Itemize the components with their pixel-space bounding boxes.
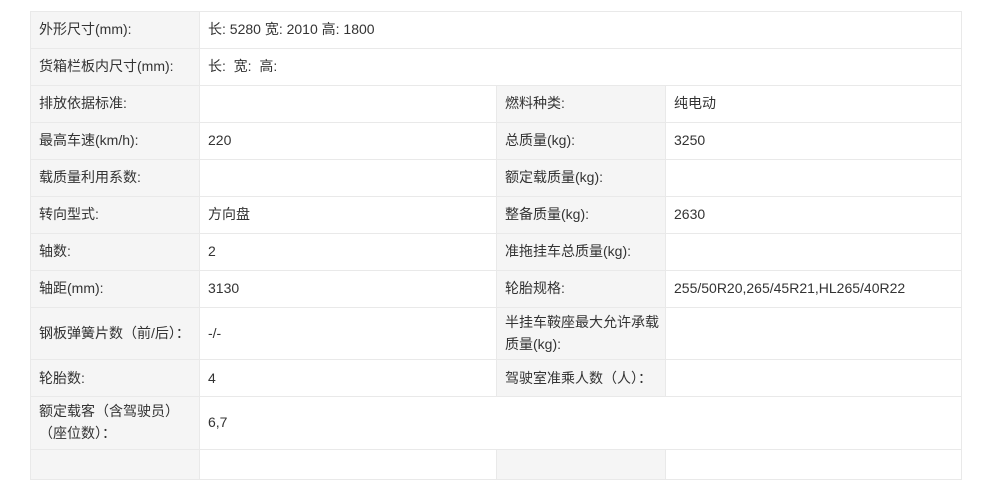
spec-label-cell: 排放依据标准: xyxy=(30,85,200,123)
spec-label-cell: 整备质量(kg): xyxy=(496,196,666,234)
spec-row-steering-curb-mass: 转向型式: 方向盘 整备质量(kg): 2630 xyxy=(30,196,963,234)
spec-value-cell: 3250 xyxy=(664,122,963,160)
spec-label-cell: 转向型式: xyxy=(30,196,200,234)
spec-label-cell: 燃料种类: xyxy=(496,85,666,123)
spec-label-cell: 钢板弹簧片数（前/后）： xyxy=(30,306,200,361)
spec-label-cell: 总质量(kg): xyxy=(496,122,666,160)
spec-label-cell: 最高车速(km/h): xyxy=(30,122,200,160)
spec-value-cell: 3130 xyxy=(199,270,497,308)
vehicle-spec-table: 外形尺寸(mm): 长: 5280 宽: 2010 高: 1800 货箱栏板内尺… xyxy=(30,11,963,480)
spec-row-wheelbase-tire-spec: 轴距(mm): 3130 轮胎规格: 255/50R20,265/45R21,H… xyxy=(30,270,963,308)
spec-value-cell: 2630 xyxy=(664,196,963,234)
spec-value-cell xyxy=(199,85,497,123)
spec-value-cell: 方向盘 xyxy=(199,196,497,234)
spec-value-cell: 220 xyxy=(199,122,497,160)
spec-value-cell xyxy=(199,159,497,197)
spec-value-cell: 纯电动 xyxy=(664,85,963,123)
spec-value-cell: -/- xyxy=(199,306,497,361)
spec-row-load-ratio-rated-load: 载质量利用系数: 额定载质量(kg): xyxy=(30,159,963,197)
spec-label-cell: 外形尺寸(mm): xyxy=(30,11,200,49)
spec-value-cell xyxy=(664,233,963,271)
spec-row-axles-trailer-mass: 轴数: 2 准拖挂车总质量(kg): xyxy=(30,233,963,271)
spec-value-cell xyxy=(664,306,963,361)
spec-row-cargo-box-dimensions: 货箱栏板内尺寸(mm): 长: 宽: 高: xyxy=(30,48,963,86)
spec-value-cell: 长: 宽: 高: xyxy=(198,48,963,86)
spec-row-rated-passengers: 额定载客（含驾驶员）（座位数）： 6,7 xyxy=(30,396,963,450)
spec-row-speed-gross-mass: 最高车速(km/h): 220 总质量(kg): 3250 xyxy=(30,122,963,160)
spec-label-cell: 货箱栏板内尺寸(mm): xyxy=(30,48,200,86)
spec-value-cell: 长: 5280 宽: 2010 高: 1800 xyxy=(198,11,963,49)
spec-label-cell: 额定载客（含驾驶员）（座位数）： xyxy=(30,396,200,450)
spec-value-cell: 255/50R20,265/45R21,HL265/40R22 xyxy=(664,270,963,308)
spec-label-cell: 轴数: xyxy=(30,233,200,271)
spec-row-tire-count-cab-passengers: 轮胎数: 4 驾驶室准乘人数（人）： xyxy=(30,359,963,398)
spec-value-cell: 6,7 xyxy=(198,396,963,450)
spec-label-cell: 轴距(mm): xyxy=(30,270,200,308)
spec-value-cell: 2 xyxy=(199,233,497,271)
spec-label-cell: 轮胎数: xyxy=(30,359,200,398)
spec-row-springs-saddle-load: 钢板弹簧片数（前/后）： -/- 半挂车鞍座最大允许承载质量(kg): xyxy=(30,306,963,361)
spec-label-cell: 准拖挂车总质量(kg): xyxy=(496,233,666,271)
spec-value-cell xyxy=(664,159,963,197)
spec-table-body: 外形尺寸(mm): 长: 5280 宽: 2010 高: 1800 货箱栏板内尺… xyxy=(30,11,963,480)
vehicle-spec-table-container: 外形尺寸(mm): 长: 5280 宽: 2010 高: 1800 货箱栏板内尺… xyxy=(30,11,963,480)
spec-label-cell: 半挂车鞍座最大允许承载质量(kg): xyxy=(496,306,666,361)
spec-label-cell: 轮胎规格: xyxy=(496,270,666,308)
spec-value-cell xyxy=(664,359,963,398)
spec-label-cell: 载质量利用系数: xyxy=(30,159,200,197)
spec-row-emission-fuel: 排放依据标准: 燃料种类: 纯电动 xyxy=(30,85,963,123)
spec-label-cell: 驾驶室准乘人数（人）： xyxy=(496,359,666,398)
spec-row-exterior-dimensions: 外形尺寸(mm): 长: 5280 宽: 2010 高: 1800 xyxy=(30,11,963,49)
spec-label-cell: 额定载质量(kg): xyxy=(496,159,666,197)
spec-value-cell: 4 xyxy=(199,359,497,398)
